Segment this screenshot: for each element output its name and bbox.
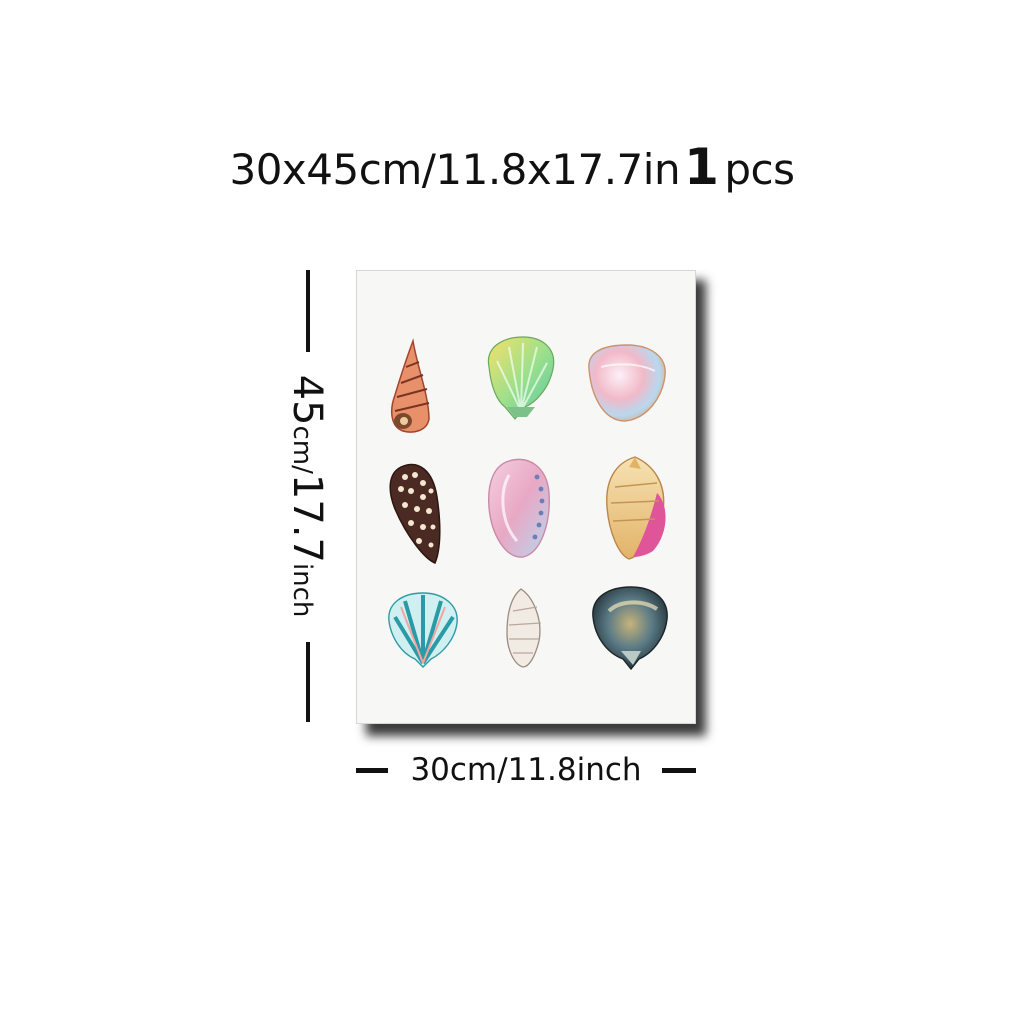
height-cm-value: 45 — [284, 374, 330, 426]
seashell-artwork — [388, 336, 668, 671]
dark-scallop-shell-icon — [592, 586, 668, 671]
height-inch-value: 17.7 — [284, 473, 330, 563]
height-inch-unit: inch — [287, 562, 317, 618]
height-dimension-label: 45cm/17.7inch — [284, 375, 330, 618]
teal-scallop-shell-icon — [388, 592, 458, 668]
product-size-headline: 30x45cm/11.8x17.7in1 pcs — [0, 138, 1024, 196]
height-dimension-line-top — [306, 270, 310, 352]
poster-print — [356, 270, 696, 724]
height-dimension-line-bottom — [306, 642, 310, 722]
pearl-clam-shell-icon — [588, 344, 666, 422]
cone-shell-icon — [389, 463, 441, 564]
green-scallop-shell-icon — [487, 336, 555, 420]
size-text: 30x45cm/11.8x17.7in — [229, 145, 681, 194]
quantity-number: 1 — [684, 138, 719, 196]
abalone-shell-icon — [488, 458, 550, 558]
width-dimension-label: 30cm/11.8inch — [410, 752, 642, 788]
quantity-unit: pcs — [724, 145, 795, 194]
height-cm-unit: cm/ — [287, 425, 317, 474]
auger-shell-icon — [390, 338, 430, 433]
whelk-shell-icon — [506, 588, 542, 668]
conch-shell-icon — [606, 456, 666, 560]
width-dimension-line-right — [662, 768, 696, 773]
width-dimension-line-left — [356, 768, 388, 773]
